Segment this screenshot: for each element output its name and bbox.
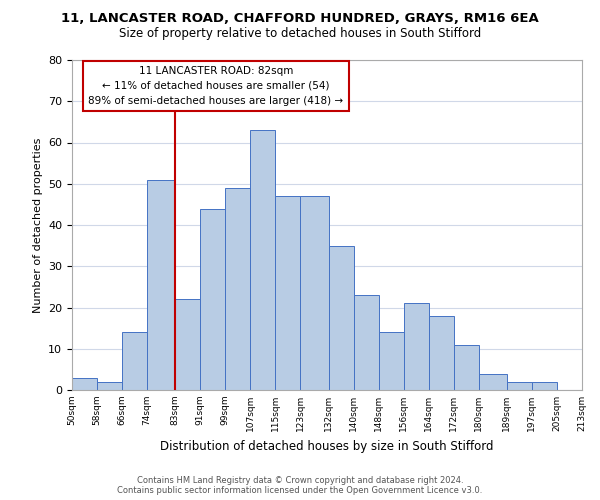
Bar — [175, 299, 200, 390]
Bar — [379, 332, 404, 390]
Bar — [329, 246, 353, 390]
Bar — [97, 382, 122, 390]
Bar — [226, 188, 250, 390]
Bar — [147, 180, 175, 390]
Bar — [428, 316, 454, 390]
Y-axis label: Number of detached properties: Number of detached properties — [32, 138, 43, 312]
Bar — [454, 344, 479, 390]
Bar — [122, 332, 147, 390]
Text: 11, LANCASTER ROAD, CHAFFORD HUNDRED, GRAYS, RM16 6EA: 11, LANCASTER ROAD, CHAFFORD HUNDRED, GR… — [61, 12, 539, 26]
Text: 11 LANCASTER ROAD: 82sqm
← 11% of detached houses are smaller (54)
89% of semi-d: 11 LANCASTER ROAD: 82sqm ← 11% of detach… — [88, 66, 343, 106]
Bar — [301, 196, 329, 390]
Bar — [200, 208, 226, 390]
X-axis label: Distribution of detached houses by size in South Stifford: Distribution of detached houses by size … — [160, 440, 494, 452]
Text: Size of property relative to detached houses in South Stifford: Size of property relative to detached ho… — [119, 28, 481, 40]
Bar — [72, 378, 97, 390]
Text: Contains HM Land Registry data © Crown copyright and database right 2024.
Contai: Contains HM Land Registry data © Crown c… — [118, 476, 482, 495]
Bar — [353, 295, 379, 390]
Bar — [479, 374, 507, 390]
Bar — [250, 130, 275, 390]
Bar — [275, 196, 301, 390]
Bar — [507, 382, 532, 390]
Bar — [404, 304, 428, 390]
Bar — [532, 382, 557, 390]
Bar — [582, 382, 600, 390]
